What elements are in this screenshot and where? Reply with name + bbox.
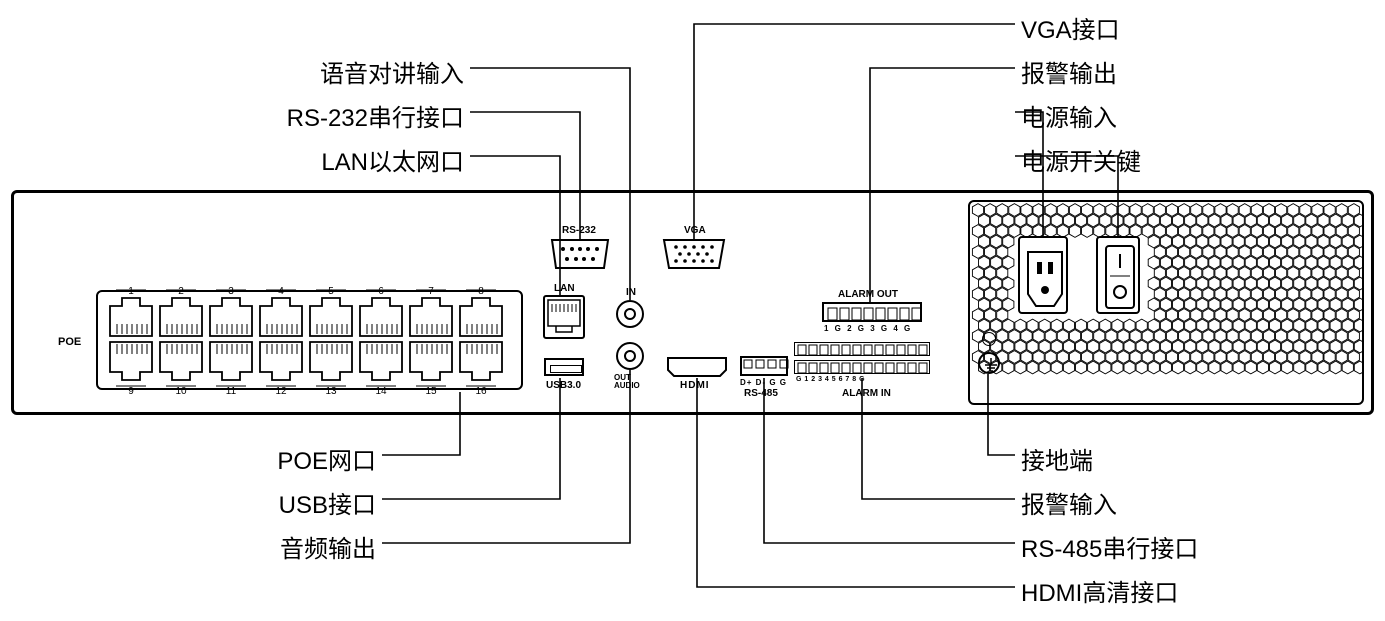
alarm-out-label: ALARM OUT (838, 289, 898, 300)
audio-out-jack (616, 342, 644, 370)
label-audio-in: 语音对讲输入 (320, 54, 464, 89)
label-rs485: RS-485串行接口 (1021, 529, 1198, 564)
label-lan: LAN以太网口 (321, 142, 464, 177)
label-gnd: 接地端 (1021, 441, 1093, 476)
label-alarm-out: 报警输出 (1021, 54, 1117, 89)
alarm-out-terminal (822, 302, 922, 322)
rs485-terminal (740, 356, 788, 376)
label-usb: USB接口 (279, 485, 376, 520)
label-audio-out: 音频输出 (280, 529, 376, 564)
label-hdmi: HDMI高清接口 (1021, 573, 1178, 608)
alarm-out-pins: 1 G 2 G 3 G 4 G (824, 324, 912, 333)
power-switch (1096, 236, 1140, 314)
label-power-sw: 电源开关键 (1021, 142, 1141, 177)
rs485-label: RS-485 (744, 388, 778, 399)
audio-out-label: OUTAUDIO (614, 374, 640, 390)
alarm-in-label: ALARM IN (842, 388, 891, 399)
usb-label: USB3.0 (546, 380, 581, 391)
poe-group-label: POE (58, 336, 81, 348)
vga-label: VGA (684, 225, 706, 236)
rs232-label: RS-232 (562, 225, 596, 236)
alarm-in-terminal-bot (794, 360, 930, 374)
label-alarm-in: 报警输入 (1021, 485, 1117, 520)
alarm-in-pins-top: G 1 2 3 4 5 6 7 8 G (796, 376, 865, 383)
label-rs232: RS-232串行接口 (287, 98, 464, 133)
lan-label: LAN (554, 283, 575, 294)
alarm-in-terminal-top (794, 342, 930, 356)
power-inlet (1018, 236, 1068, 314)
audio-in-label: IN (626, 287, 636, 298)
label-vga: VGA接口 (1021, 10, 1120, 45)
label-poe: POE网口 (277, 441, 376, 476)
hdmi-label: HDMI (680, 380, 710, 391)
usb-port (544, 358, 584, 376)
audio-in-jack (616, 300, 644, 328)
poe-port-group (96, 290, 523, 390)
rs485-pins: D+ D- G G (740, 378, 787, 387)
label-power-in: 电源输入 (1021, 98, 1117, 133)
